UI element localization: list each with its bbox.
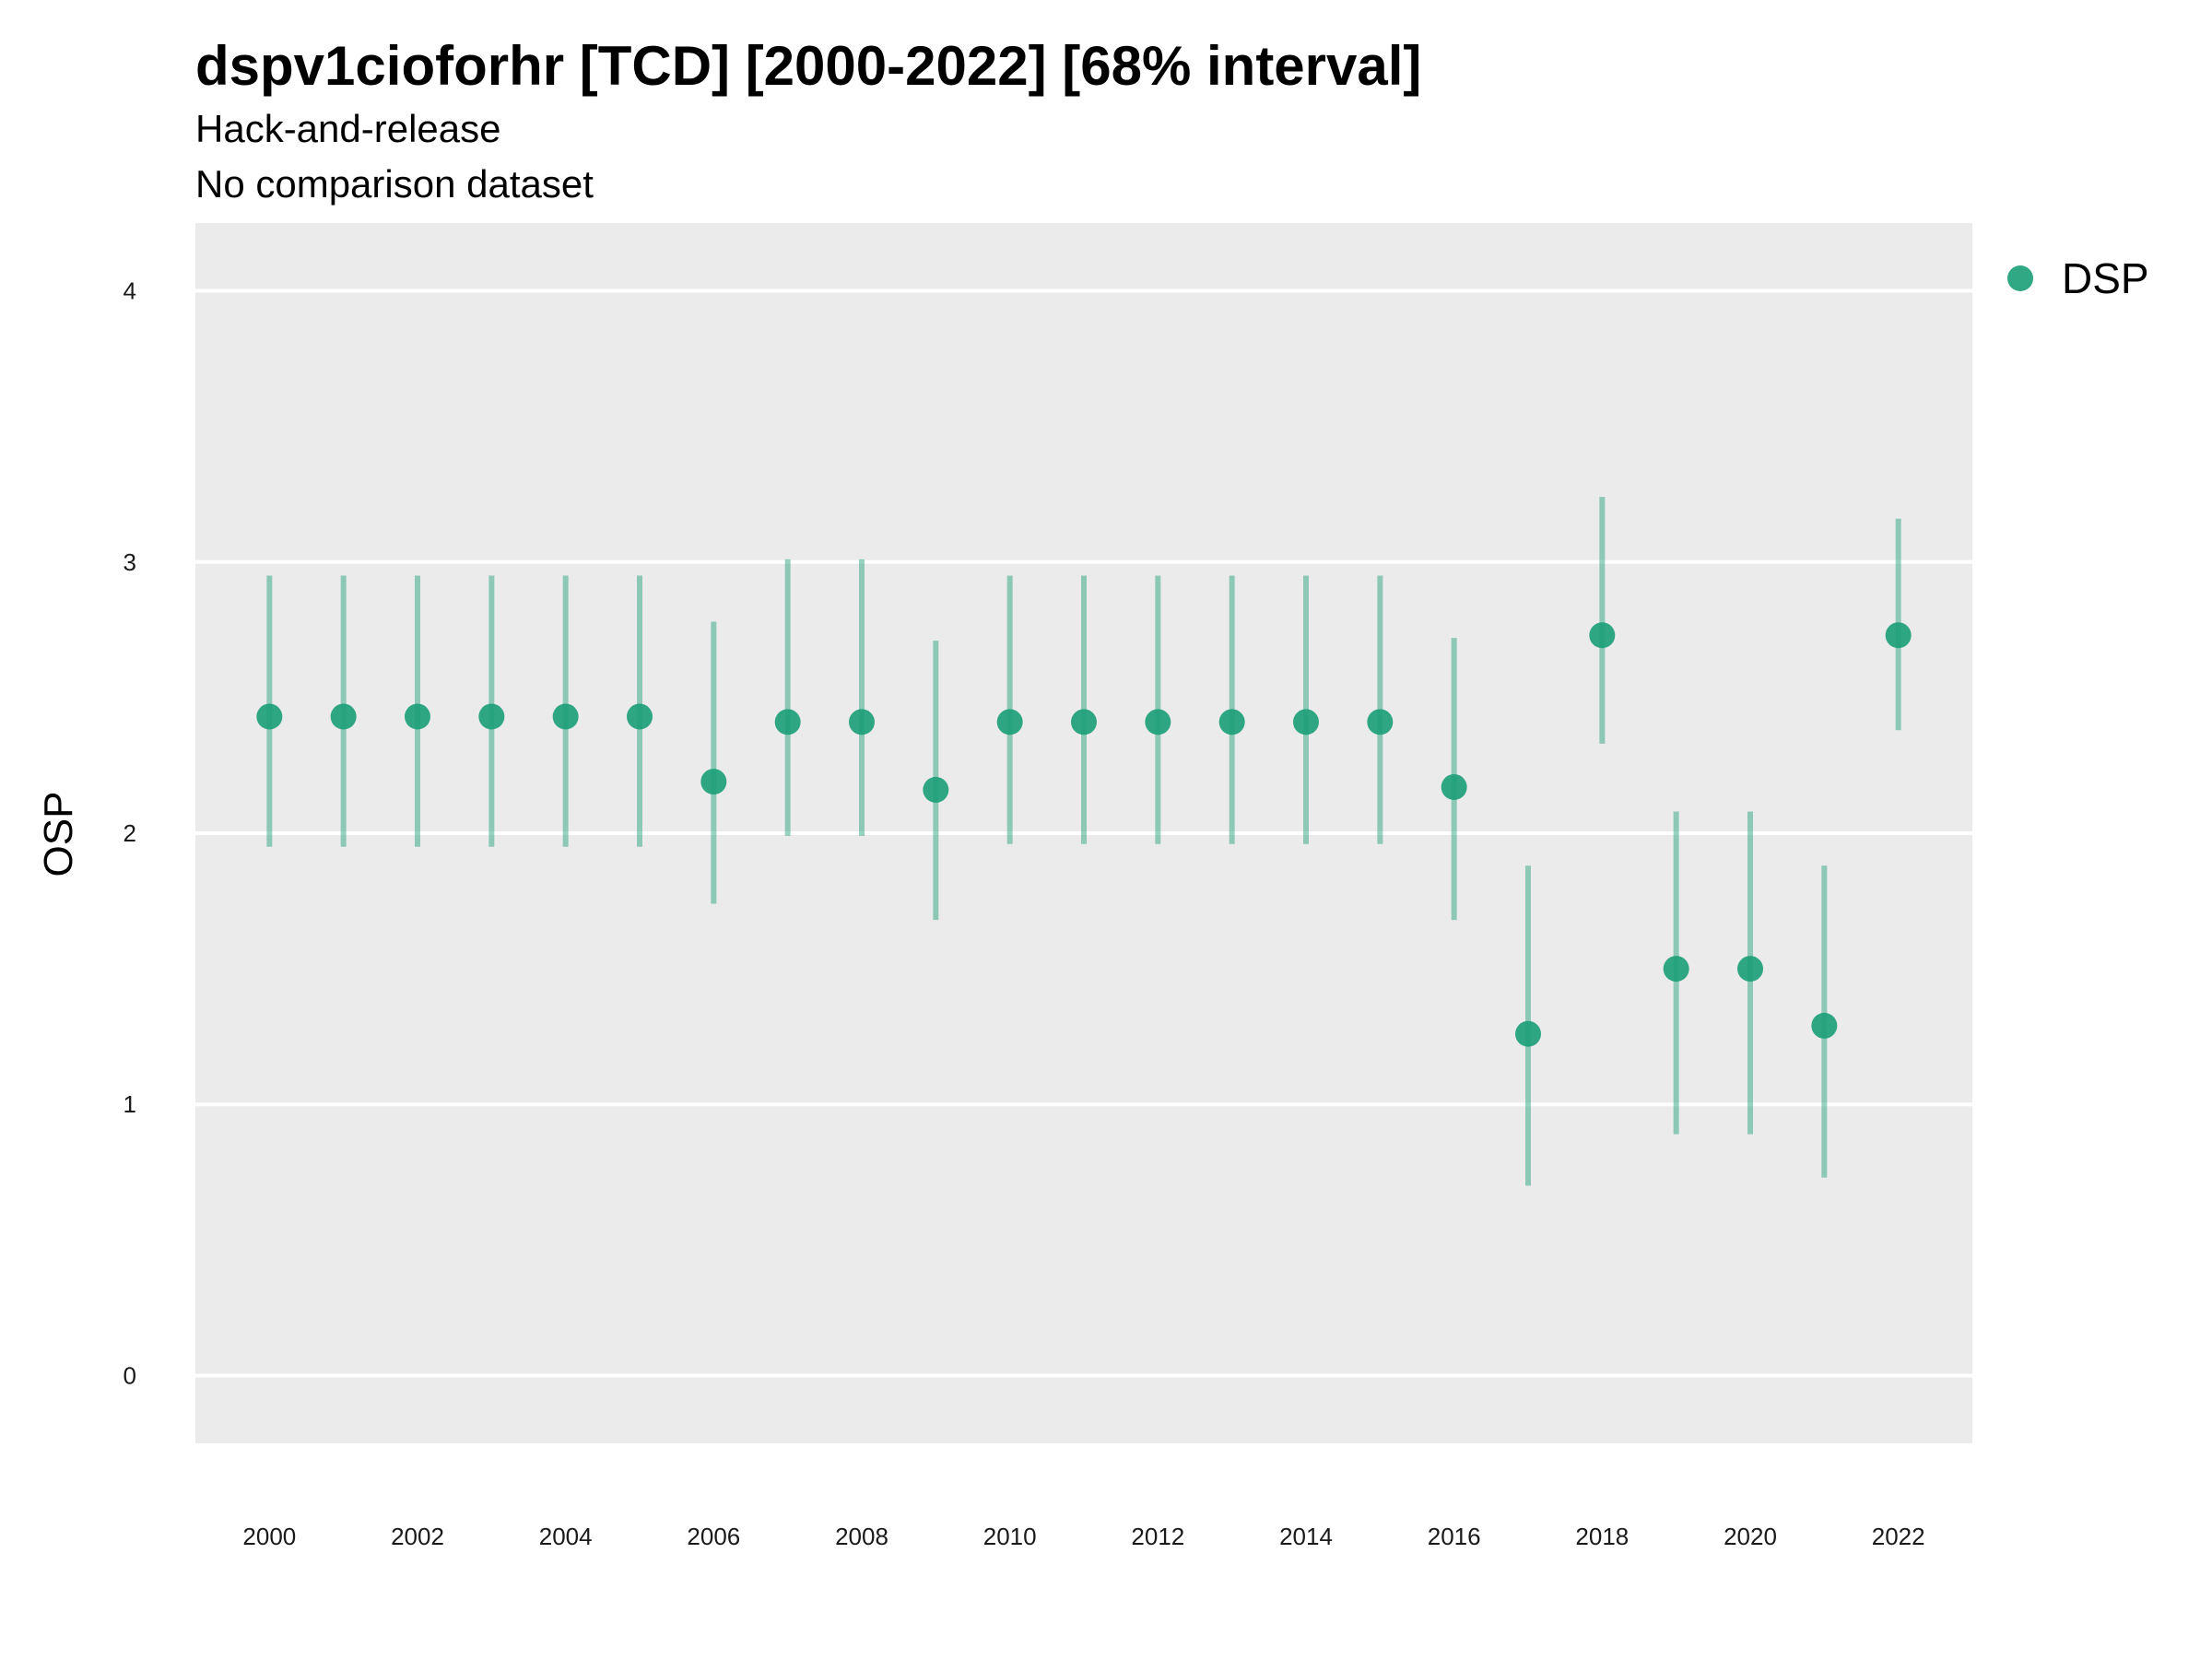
- x-tick-label-2014: 2014: [1279, 1523, 1333, 1550]
- x-tick-label-2016: 2016: [1428, 1523, 1481, 1550]
- x-tick-label-2018: 2018: [1575, 1523, 1629, 1550]
- point-2007: [774, 709, 801, 735]
- y-tick-label-2: 2: [124, 819, 136, 847]
- x-tick-label-2004: 2004: [539, 1523, 593, 1550]
- chart-title: dspv1cioforhr [TCD] [2000-2022] [68% int…: [195, 35, 1421, 97]
- point-2021: [1811, 1012, 1838, 1039]
- y-tick-labels: 0 1 2 3 4: [124, 277, 136, 1390]
- data-points: [256, 622, 1912, 1047]
- point-2018: [1589, 622, 1616, 649]
- x-tick-label-2000: 2000: [242, 1523, 296, 1550]
- legend: DSP: [2007, 254, 2149, 302]
- y-tick-label-1: 1: [124, 1090, 136, 1118]
- chart-subtitle-1: Hack-and-release: [195, 107, 501, 150]
- point-2014: [1293, 709, 1319, 735]
- chart-subtitle-2: No comparison dataset: [195, 162, 594, 206]
- point-2019: [1663, 956, 1689, 982]
- point-2015: [1367, 709, 1394, 735]
- point-2009: [923, 776, 949, 803]
- y-tick-label-3: 3: [124, 548, 136, 576]
- point-2012: [1145, 709, 1171, 735]
- point-2016: [1441, 773, 1467, 800]
- point-2006: [700, 769, 727, 795]
- x-tick-label-2002: 2002: [391, 1523, 444, 1550]
- legend-label-dsp: DSP: [2062, 254, 2149, 302]
- y-axis-label: OSP: [36, 792, 81, 877]
- point-2005: [627, 703, 653, 730]
- x-tick-labels: 2000 2002 2004 2006 2008 2010 2012 2014 2016 2018…: [242, 1523, 1924, 1550]
- point-2011: [1071, 709, 1097, 735]
- y-tick-label-4: 4: [124, 277, 136, 305]
- point-2010: [996, 709, 1023, 735]
- x-tick-label-2008: 2008: [835, 1523, 888, 1550]
- y-tick-label-0: 0: [124, 1361, 136, 1389]
- point-2002: [405, 703, 430, 730]
- x-tick-label-2020: 2020: [1724, 1523, 1777, 1550]
- point-2017: [1515, 1020, 1541, 1047]
- point-2020: [1737, 956, 1763, 982]
- x-tick-label-2012: 2012: [1131, 1523, 1184, 1550]
- point-2013: [1218, 709, 1245, 735]
- x-tick-label-2010: 2010: [983, 1523, 1037, 1550]
- legend-swatch-dsp: [2007, 265, 2033, 291]
- point-2001: [330, 703, 357, 730]
- point-2003: [478, 703, 505, 730]
- x-tick-label-2006: 2006: [687, 1523, 740, 1550]
- grid-lines: [195, 288, 1972, 1378]
- point-2022: [1885, 622, 1912, 649]
- point-2004: [552, 703, 579, 730]
- point-2000: [256, 703, 283, 730]
- x-tick-label-2022: 2022: [1872, 1523, 1925, 1550]
- point-2008: [849, 709, 875, 735]
